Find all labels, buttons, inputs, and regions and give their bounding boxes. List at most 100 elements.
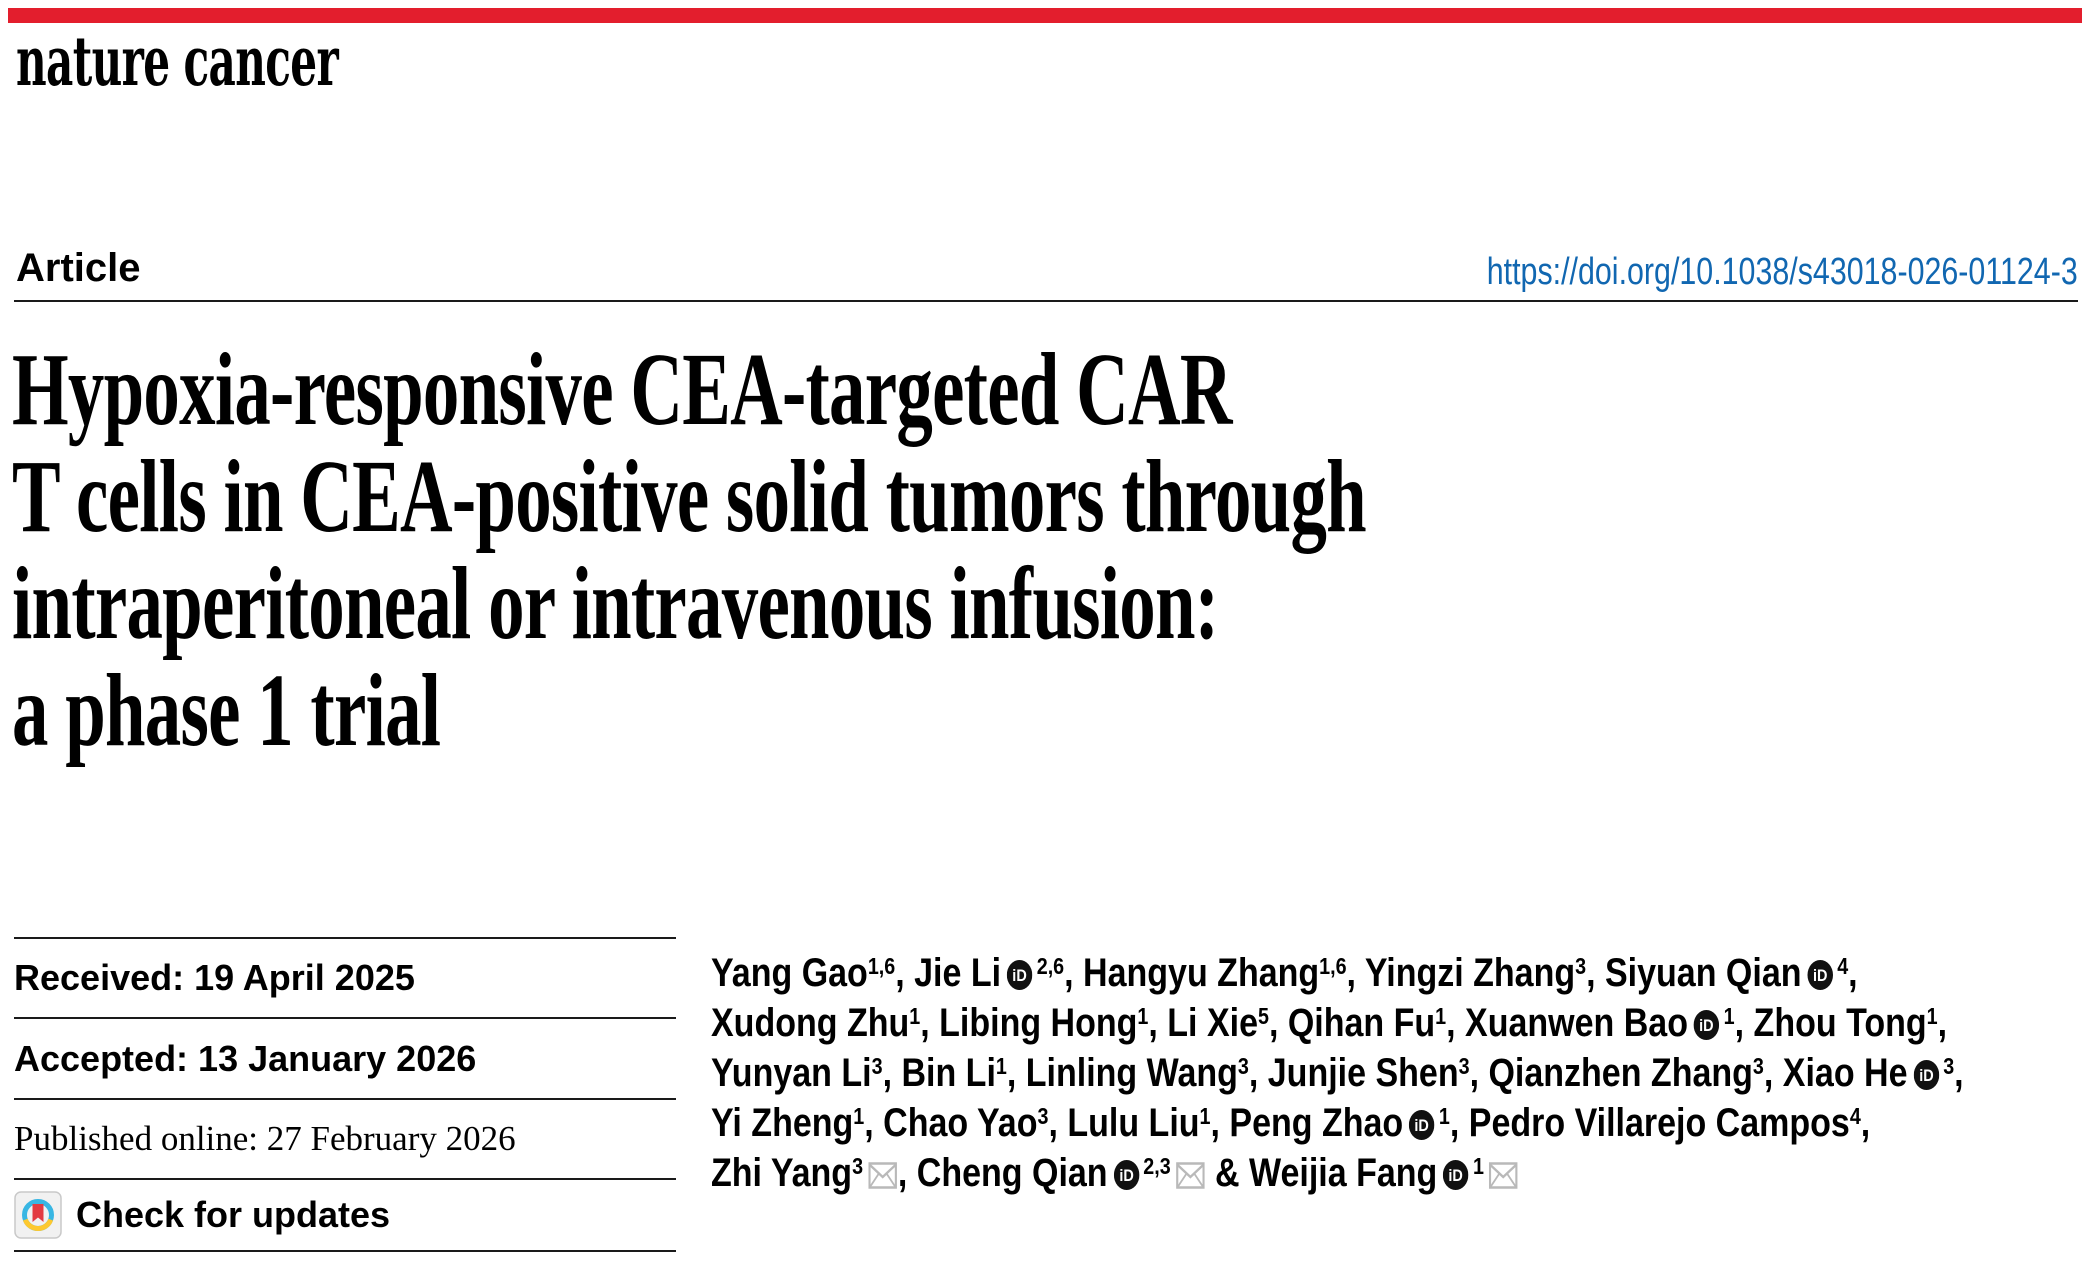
author-name: Siyuan Qian: [1605, 951, 1802, 995]
author-affiliation-sup: 3: [1458, 1053, 1470, 1080]
author-name: Pedro Villarejo Campos: [1468, 1101, 1850, 1145]
author: Junjie Shen3: [1268, 1051, 1470, 1095]
author-affiliation-sup: 1: [909, 1003, 921, 1030]
author: Cheng Qian iD 2,3: [917, 1151, 1206, 1195]
author-affiliation-sup: 4: [1849, 1103, 1861, 1130]
svg-text:iD: iD: [1919, 1067, 1933, 1085]
author-name: Xudong Zhu: [711, 1001, 910, 1045]
author-name: Xiao He: [1782, 1051, 1908, 1095]
author: Peng Zhao iD 1: [1229, 1101, 1449, 1145]
journal-logo: nature cancer: [16, 22, 339, 102]
author-affiliation-sup: 3: [1237, 1053, 1249, 1080]
email-icon[interactable]: [868, 1162, 897, 1189]
author: Yingzi Zhang3: [1365, 951, 1586, 995]
author: Chao Yao3: [883, 1101, 1048, 1145]
author-affiliation-sup: 5: [1257, 1003, 1269, 1030]
doi-link[interactable]: https://doi.org/10.1038/s43018-026-01124…: [1487, 251, 2078, 293]
author-affiliation-sup: 3: [1943, 1053, 1955, 1080]
author-name: Jie Li: [914, 951, 1002, 995]
title-line: intraperitoneal or intravenous infusion:: [12, 546, 1219, 661]
author-affiliation-sup: 1: [1199, 1103, 1211, 1130]
author-affiliation-sup: 3: [1752, 1053, 1764, 1080]
author: Libing Hong1: [939, 1001, 1148, 1045]
author-name: Yunyan Li: [711, 1051, 872, 1095]
divider: [14, 937, 676, 939]
author: Zhou Tong1: [1754, 1001, 1938, 1045]
author-name: Libing Hong: [939, 1001, 1138, 1045]
author-name: Cheng Qian: [916, 1151, 1108, 1195]
orcid-icon[interactable]: iD: [1409, 1110, 1435, 1140]
author-name: Junjie Shen: [1267, 1051, 1459, 1095]
title-line: a phase 1 trial: [12, 653, 441, 768]
email-icon[interactable]: [1489, 1162, 1518, 1189]
author-affiliation-sup: 3: [1575, 953, 1587, 980]
divider: [14, 1178, 676, 1180]
author-name: Linling Wang: [1025, 1051, 1238, 1095]
author: Xuanwen Bao iD 1: [1465, 1001, 1735, 1045]
orcid-icon[interactable]: iD: [1807, 960, 1833, 990]
received-date: Received: 19 April 2025: [14, 957, 415, 998]
author: Xudong Zhu1: [711, 1001, 920, 1045]
author: Qianzhen Zhang3: [1488, 1051, 1763, 1095]
divider: [14, 1017, 676, 1019]
author-affiliation-sup: 1: [1438, 1103, 1450, 1130]
author-name: Peng Zhao: [1229, 1101, 1404, 1145]
svg-text:iD: iD: [1415, 1117, 1429, 1135]
author: Lulu Liu1: [1067, 1101, 1210, 1145]
author-affiliation-sup: 1: [1137, 1003, 1149, 1030]
svg-text:iD: iD: [1699, 1017, 1713, 1035]
check-for-updates-link[interactable]: Check for updates: [14, 1180, 676, 1250]
svg-text:iD: iD: [1449, 1167, 1463, 1185]
author-name: Yi Zheng: [711, 1101, 854, 1145]
author: Bin Li1: [901, 1051, 1006, 1095]
title-line: Hypoxia-responsive CEA-targeted CAR: [12, 332, 1232, 447]
author-affiliation-sup: 3: [871, 1053, 883, 1080]
article-label: Article: [16, 246, 141, 290]
author-name: Qianzhen Zhang: [1488, 1051, 1753, 1095]
top-bar: [8, 8, 2082, 23]
author-affiliation-sup: 1: [853, 1103, 865, 1130]
author-affiliation-sup: 1,6: [1319, 953, 1347, 980]
crossmark-icon: [14, 1191, 62, 1239]
author: Zhi Yang3: [711, 1151, 898, 1195]
author: Linling Wang3: [1026, 1051, 1249, 1095]
author: Li Xie5: [1167, 1001, 1269, 1045]
author-name: Qihan Fu: [1287, 1001, 1436, 1045]
author: Yang Gao1,6: [711, 951, 895, 995]
author-affiliation-sup: 3: [1037, 1103, 1049, 1130]
orcid-icon[interactable]: iD: [1693, 1010, 1720, 1040]
check-for-updates-label: Check for updates: [76, 1194, 391, 1235]
author-affiliation-sup: 1: [1723, 1003, 1735, 1030]
author-affiliation-sup: 1: [1472, 1153, 1484, 1180]
author-affiliation-sup: 1: [995, 1053, 1007, 1080]
accepted-date: Accepted: 13 January 2026: [14, 1037, 477, 1079]
author-affiliation-sup: 1,6: [867, 953, 896, 980]
orcid-icon[interactable]: iD: [1113, 1160, 1140, 1190]
svg-text:iD: iD: [1119, 1167, 1133, 1185]
email-icon[interactable]: [1175, 1162, 1205, 1189]
author-name: Zhou Tong: [1753, 1001, 1927, 1045]
author: Siyuan Qian iD 4: [1605, 951, 1848, 995]
author-affiliation-sup: 4: [1837, 953, 1849, 980]
svg-text:iD: iD: [1013, 967, 1027, 985]
author: Yunyan Li3: [711, 1051, 883, 1095]
author-name: Yang Gao: [711, 951, 868, 995]
author: Pedro Villarejo Campos4: [1469, 1101, 1861, 1145]
article-info-panel: Received: 19 April 2025 Accepted: 13 Jan…: [14, 937, 676, 1252]
author-affiliation-sup: 2,6: [1036, 953, 1065, 980]
orcid-icon[interactable]: iD: [1443, 1160, 1469, 1190]
author: Xiao He iD 3: [1783, 1051, 1954, 1095]
orcid-icon[interactable]: iD: [1006, 960, 1033, 990]
author-list: Yang Gao1,6, Jie Li iD 2,6, Hangyu Zhang1,…: [711, 951, 1964, 1195]
author-name: Li Xie: [1167, 1001, 1258, 1045]
author: Qihan Fu1: [1288, 1001, 1446, 1045]
divider: [14, 1098, 676, 1100]
author-affiliation-sup: 3: [852, 1153, 864, 1180]
author-name: Weijia Fang: [1248, 1151, 1438, 1195]
author-name: Lulu Liu: [1067, 1101, 1200, 1145]
author-name: Hangyu Zhang: [1083, 951, 1320, 995]
title-line: T cells in CEA-positive solid tumors thr…: [12, 439, 1367, 554]
author-affiliation-sup: 1: [1435, 1003, 1447, 1030]
author-name: Chao Yao: [883, 1101, 1038, 1145]
orcid-icon[interactable]: iD: [1913, 1060, 1939, 1090]
